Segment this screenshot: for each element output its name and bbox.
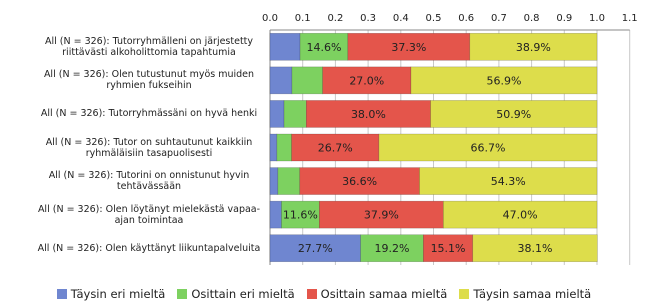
bar-segment <box>269 133 278 162</box>
x-tick-label: 0.7 <box>491 13 507 24</box>
legend-swatch <box>177 289 188 299</box>
x-tick-label: 0.9 <box>556 13 572 24</box>
legend-label: Osittain eri mieltä <box>191 287 295 301</box>
legend: Täysin eri mieltä Osittain eri mieltä Osit… <box>0 287 648 301</box>
bar-segment <box>269 167 279 195</box>
legend-item: Täysin eri mieltä <box>56 287 166 301</box>
bar-segment <box>269 200 282 229</box>
bar-segment <box>469 32 598 61</box>
y-tick-label: All (N = 326): Tutor on suhtautunut kaik… <box>45 136 253 159</box>
bar-segment <box>276 133 292 162</box>
data-label: 47.0% <box>503 209 538 222</box>
bar-segment <box>419 167 598 195</box>
legend-swatch <box>56 289 67 299</box>
bar-segment <box>269 100 285 128</box>
y-tick-label: All (N = 326): Tutorini on onnistunut hy… <box>48 170 250 193</box>
bar-segment <box>347 32 471 61</box>
bar-segment <box>305 100 431 128</box>
x-tick-label: 0.0 <box>262 13 278 24</box>
bar-segment <box>319 200 444 229</box>
bar-segment <box>443 200 598 229</box>
bar-segment <box>299 32 349 61</box>
legend-swatch <box>459 289 470 299</box>
data-label: 11.6% <box>283 209 318 222</box>
bar-segment <box>410 66 598 95</box>
bar-segment <box>269 32 301 61</box>
legend-item: Osittain samaa mieltä <box>306 287 448 301</box>
bar-segment <box>283 100 307 128</box>
data-label: 26.7% <box>318 142 353 155</box>
bar-segment <box>291 66 323 95</box>
y-tick-label: All (N = 326): Tutorryhmälleni on järjes… <box>44 35 254 58</box>
data-label: 37.3% <box>391 41 426 54</box>
legend-item: Täysin samaa mieltä <box>459 287 591 301</box>
bar-segment <box>322 66 412 95</box>
data-label: 38.9% <box>516 41 551 54</box>
data-label: 38.0% <box>351 108 386 121</box>
bar-segment <box>277 167 301 195</box>
data-label: 27.7% <box>298 242 333 255</box>
data-label: 27.0% <box>349 74 384 87</box>
x-tick-label: 0.5 <box>426 13 442 24</box>
x-tick-label: 0.2 <box>327 13 343 24</box>
data-label: 15.1% <box>431 242 466 255</box>
y-tick-label: All (N = 326): Olen tutustunut myös muid… <box>43 69 255 92</box>
bar-segment <box>360 234 424 263</box>
bar-segment <box>269 234 361 263</box>
legend-label: Täysin samaa mieltä <box>473 287 592 301</box>
data-label: 38.1% <box>518 242 553 255</box>
plot: 0.0 0.1 0.2 0.3 0.4 0.5 0.6 0.7 0.8 0.9 1.0 1.1 14.6… <box>262 13 638 265</box>
bar-segment <box>281 200 320 229</box>
bar-segment <box>430 100 598 128</box>
bar-segment <box>269 66 293 95</box>
x-tick-label: 1.0 <box>589 13 605 24</box>
x-tick-label: 0.4 <box>393 13 409 24</box>
data-label: 19.2% <box>374 242 409 255</box>
legend-swatch <box>306 289 317 299</box>
data-label: 37.9% <box>364 209 399 222</box>
y-tick-label: All (N = 326): Tutorryhmässäni on hyvä h… <box>40 108 258 120</box>
bar-segment <box>291 133 380 162</box>
y-tick-label: All (N = 326): Olen löytänyt mielekästä … <box>37 203 261 226</box>
legend-item: Osittain eri mieltä <box>177 287 295 301</box>
x-tick-label: 0.3 <box>360 13 376 24</box>
x-tick-label: 0.6 <box>458 13 474 24</box>
data-label: 14.6% <box>306 41 341 54</box>
data-label: 36.6% <box>342 175 377 188</box>
data-label: 56.9% <box>486 74 521 87</box>
data-label: 66.7% <box>470 142 505 155</box>
bar-segment <box>378 133 598 162</box>
y-tick-label: All (N = 326): Olen käyttänyt liikuntapa… <box>37 242 261 254</box>
legend-label: Osittain samaa mieltä <box>320 287 448 301</box>
data-label: 54.3% <box>491 175 526 188</box>
data-label: 50.9% <box>496 108 531 121</box>
x-tick-label: 0.1 <box>295 13 311 24</box>
bar-segment <box>299 167 420 195</box>
x-tick-label: 0.8 <box>524 13 540 24</box>
x-tick-label: 1.1 <box>622 13 638 24</box>
legend-label: Täysin eri mieltä <box>70 287 166 301</box>
bar-segment <box>472 234 598 263</box>
